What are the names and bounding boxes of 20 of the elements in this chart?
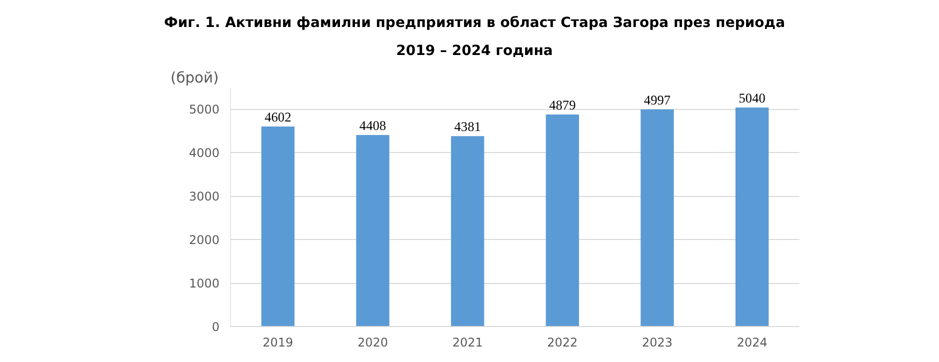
- y-tick-label: 1000: [188, 276, 220, 291]
- y-tick-label: 4000: [188, 146, 220, 160]
- data-label: 4381: [454, 119, 481, 134]
- y-tick-label: 2000: [188, 233, 220, 248]
- data-label: 4879: [549, 97, 576, 112]
- chart-title: Фиг. 1. Активни фамилни предприятия в област Стара Загора през периода 2019 – 2024 година: [162, 14, 786, 61]
- y-tick-label: 3000: [188, 190, 220, 204]
- data-label: 4997: [644, 92, 671, 108]
- x-tick-label: 2020: [357, 336, 388, 350]
- y-axis-title: (брой): [170, 70, 219, 86]
- x-tick-label: 2022: [547, 336, 578, 350]
- y-tick-label: 0: [212, 320, 220, 334]
- x-tick-label: 2019: [262, 336, 294, 350]
- data-label: 4408: [359, 118, 386, 133]
- data-label: 4602: [264, 110, 292, 125]
- data-label: 5040: [738, 90, 766, 106]
- x-tick-label: 2021: [452, 336, 483, 350]
- x-tick-label: 2023: [642, 336, 673, 350]
- x-tick-label: 2024: [736, 336, 768, 350]
- y-tick-label: 5000: [188, 102, 220, 117]
